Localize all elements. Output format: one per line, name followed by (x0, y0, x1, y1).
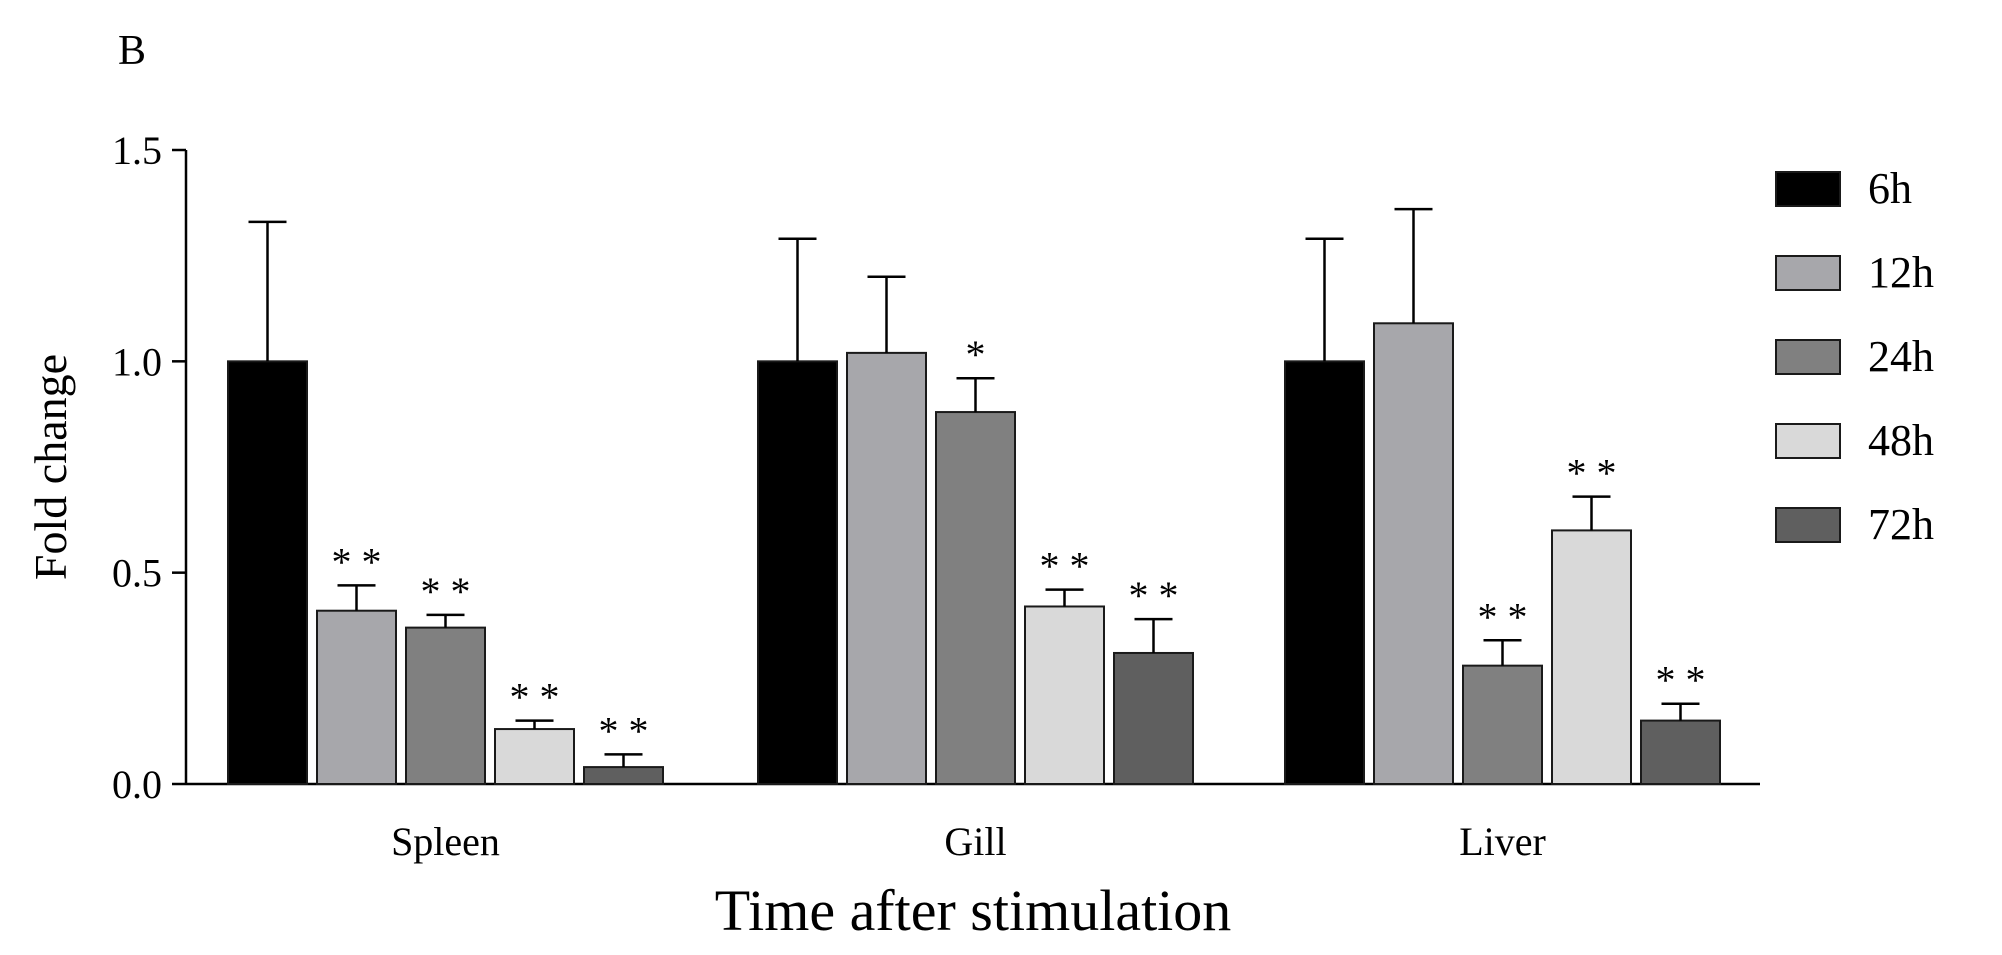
y-axis-label: Fold change (25, 354, 76, 580)
bar-24h-liver (1462, 664, 1543, 785)
x-tick-label: Spleen (391, 819, 500, 864)
legend-label-24h: 24h (1868, 332, 1934, 381)
significance-marker: * * (1478, 594, 1528, 639)
bars: * * * * * * * * * * * * * * * * * * * (227, 207, 1721, 786)
bar-6h-liver (1284, 360, 1365, 785)
legend-label-12h: 12h (1868, 248, 1934, 297)
y-tick-label: 1.0 (112, 339, 162, 384)
bar-72h-gill (1113, 651, 1194, 785)
x-axis-label: Time after stimulation (715, 878, 1232, 943)
legend-label-6h: 6h (1868, 164, 1912, 213)
bar-24h-spleen (405, 626, 486, 786)
bar-group-liver: * * * * * * (1284, 207, 1721, 786)
x-tick-label: Liver (1459, 819, 1546, 864)
y-tick-label: 1.5 (112, 128, 162, 173)
x-ticks: Spleen Gill Liver (391, 819, 1546, 864)
legend-swatch-48h (1775, 423, 1841, 459)
bar-48h-liver (1551, 529, 1632, 786)
bar-48h-spleen (494, 728, 575, 786)
legend-swatch-24h (1775, 339, 1841, 375)
y-tick-label: 0.5 (112, 551, 162, 596)
bar-12h-spleen (316, 609, 397, 785)
significance-marker: * * (510, 675, 560, 720)
bar-12h-liver (1373, 322, 1454, 785)
bar-6h-gill (757, 360, 838, 785)
bar-48h-gill (1024, 605, 1105, 785)
bar-24h-gill (935, 411, 1016, 785)
significance-marker: * * (1656, 658, 1706, 703)
x-tick-label: Gill (944, 819, 1006, 864)
bar-72h-spleen (583, 766, 664, 785)
legend-swatch-12h (1775, 255, 1841, 291)
significance-marker: * * (421, 569, 471, 614)
significance-marker: * * (1040, 544, 1090, 589)
significance-marker: * * (1129, 573, 1179, 618)
legend-label-72h: 72h (1868, 500, 1934, 549)
bar-12h-gill (846, 351, 927, 785)
significance-marker: * * (599, 708, 649, 753)
bar-group-gill: * * * * * (757, 237, 1194, 785)
legend-swatch-72h (1775, 507, 1841, 543)
legend: 6h 12h 24h 48h 72h (1775, 164, 1934, 549)
legend-swatch-6h (1775, 171, 1841, 207)
bar-group-spleen: * * * * * * * * (227, 220, 664, 786)
y-tick-label: 0.0 (112, 762, 162, 807)
significance-marker: * (966, 332, 986, 377)
significance-marker: * * (332, 539, 382, 584)
significance-marker: * * (1567, 451, 1617, 496)
bar-72h-liver (1640, 719, 1721, 785)
bar-6h-spleen (227, 360, 308, 785)
panel-label: B (118, 28, 146, 74)
legend-label-48h: 48h (1868, 416, 1934, 465)
y-ticks: 0.0 0.5 1.0 1.5 (112, 128, 186, 807)
